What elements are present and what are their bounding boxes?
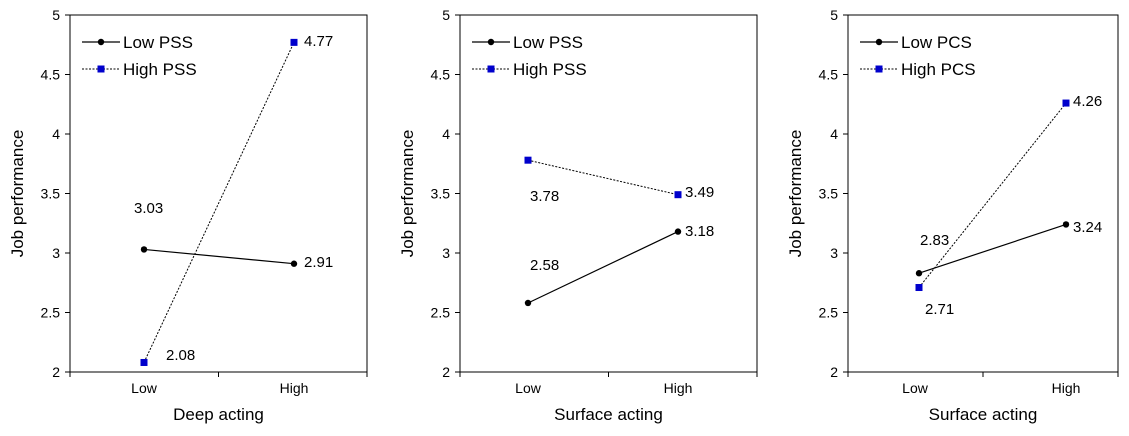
data-label: 2.71 (925, 301, 954, 318)
y-axis-title: Job performance (786, 130, 805, 258)
data-label: 2.91 (304, 254, 333, 271)
series-line (918, 223, 1067, 274)
x-axis-title: Surface acting (554, 405, 663, 424)
series-line (527, 159, 679, 196)
data-point (915, 284, 923, 292)
data-point (524, 156, 532, 164)
x-tick-label: High (1052, 380, 1081, 396)
series-line (143, 248, 295, 265)
legend-label: Low PSS (513, 33, 583, 52)
chart-panel-1: 2 2.5 3 3.5 4 4.5 5 Low High Deep acting Job perfo… (8, 7, 368, 424)
x-tick-label: Low (902, 380, 929, 396)
data-point (915, 270, 923, 277)
legend-marker (875, 65, 883, 73)
data-label: 3.24 (1073, 219, 1102, 236)
y-tick-label: 3 (442, 245, 450, 261)
y-axis-title: Job performance (8, 130, 27, 258)
y-tick-label: 2.5 (41, 305, 61, 321)
legend-marker (875, 38, 883, 46)
data-label: 2.58 (530, 257, 559, 274)
legend-label: High PSS (123, 60, 197, 79)
y-tick-label: 5 (830, 7, 838, 23)
x-axis-title: Deep acting (173, 405, 264, 424)
legend-label: Low PCS (901, 33, 972, 52)
y-tick-label: 4.5 (819, 67, 839, 83)
legend-label: High PCS (901, 60, 976, 79)
data-label: 3.18 (685, 223, 714, 240)
data-label: 2.08 (166, 347, 195, 364)
x-tick-label: High (280, 380, 309, 396)
series-line (143, 42, 295, 363)
y-tick-label: 2 (442, 364, 450, 380)
data-point (290, 260, 298, 267)
series-low: 2.58 3.18 (524, 223, 714, 307)
x-tick-label: High (664, 380, 693, 396)
y-tick-label: 3.5 (431, 186, 451, 202)
series-line (918, 102, 1067, 288)
series-high: 3.78 3.49 (524, 156, 714, 205)
legend-marker (487, 38, 495, 46)
x-tick-label: Low (131, 380, 158, 396)
data-label: 2.83 (920, 232, 949, 249)
data-point (674, 191, 682, 199)
y-tick-label: 3 (52, 245, 60, 261)
y-tick-label: 4 (442, 126, 450, 142)
data-point (1062, 221, 1070, 228)
y-tick-label: 3.5 (819, 186, 839, 202)
legend: Low PCS High PCS (860, 33, 976, 79)
data-point (140, 246, 148, 253)
legend: Low PSS High PSS (472, 33, 587, 79)
data-point (290, 38, 298, 46)
series-low: 2.83 3.24 (915, 219, 1102, 277)
y-tick-label: 5 (442, 7, 450, 23)
legend-marker (97, 65, 105, 73)
y-tick-label: 3 (830, 245, 838, 261)
legend: Low PSS High PSS (82, 33, 197, 79)
y-tick-label: 4 (52, 126, 60, 142)
y-tick-label: 2 (830, 364, 838, 380)
data-label: 4.26 (1073, 93, 1102, 110)
data-label: 3.49 (685, 184, 714, 201)
data-point (140, 358, 148, 366)
legend-marker (487, 65, 495, 73)
legend-label: Low PSS (123, 33, 193, 52)
data-point (1062, 99, 1070, 107)
y-tick-label: 2.5 (431, 305, 451, 321)
y-tick-label: 4.5 (431, 67, 451, 83)
y-tick-label: 2.5 (819, 305, 839, 321)
x-axis-title: Surface acting (929, 405, 1038, 424)
data-label: 3.78 (530, 188, 559, 205)
series-high: 2.08 4.77 (140, 33, 333, 366)
y-axis-title: Job performance (398, 130, 417, 258)
y-tick-label: 2 (52, 364, 60, 380)
data-label: 4.77 (304, 33, 333, 50)
series-line (527, 231, 679, 304)
x-tick-label: Low (515, 380, 542, 396)
data-point (674, 228, 682, 235)
legend-marker (97, 38, 105, 46)
data-point (524, 299, 532, 307)
legend-label: High PSS (513, 60, 587, 79)
chart-panel-3: 2 2.5 3 3.5 4 4.5 5 Low High Surface acting Job pe… (786, 7, 1119, 424)
y-tick-label: 4.5 (41, 67, 61, 83)
data-label: 3.03 (134, 200, 163, 217)
y-tick-label: 3.5 (41, 186, 61, 202)
series-low: 3.03 2.91 (134, 200, 333, 271)
y-tick-label: 5 (52, 7, 60, 23)
y-tick-label: 4 (830, 126, 838, 142)
series-high: 2.71 4.26 (915, 93, 1102, 318)
